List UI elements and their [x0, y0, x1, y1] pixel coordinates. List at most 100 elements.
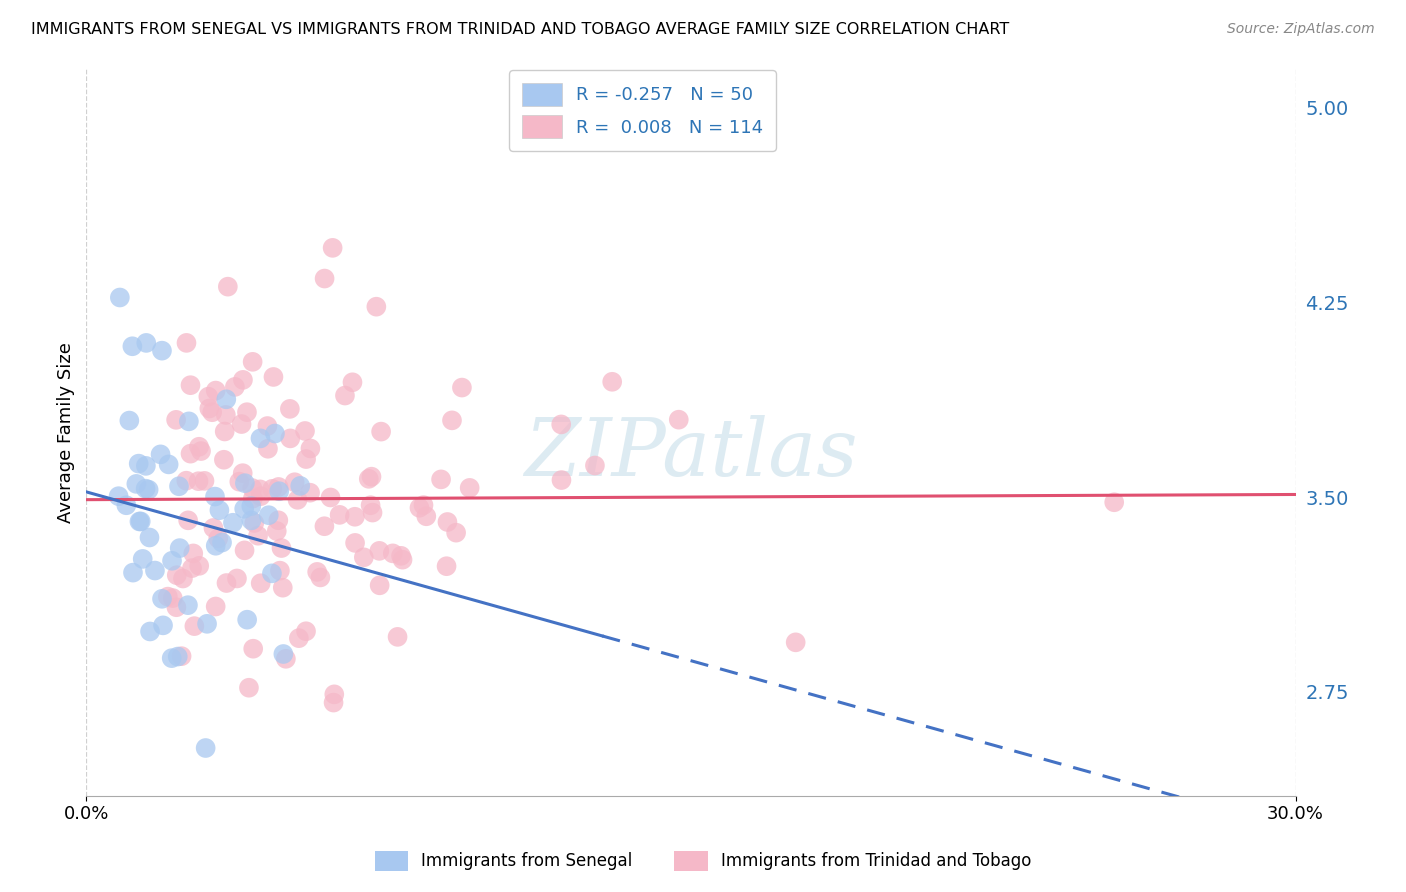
Point [138, 483, 160, 497]
Point [149, 447, 172, 461]
Text: ZIPatlas: ZIPatlas [524, 415, 858, 492]
Point [236, 613, 259, 627]
Legend: R = -0.257   N = 50, R =  0.008   N = 114: R = -0.257 N = 50, R = 0.008 N = 114 [509, 70, 776, 151]
Point [204, 539, 226, 553]
Point [160, 651, 183, 665]
Point [152, 618, 174, 632]
Point [287, 492, 309, 507]
Point [157, 458, 180, 472]
Point [266, 524, 288, 538]
Point [353, 550, 375, 565]
Point [256, 419, 278, 434]
Point [215, 408, 238, 422]
Point [174, 474, 197, 488]
Point [299, 442, 322, 456]
Point [187, 474, 209, 488]
Y-axis label: Average Family Size: Average Family Size [58, 342, 75, 523]
Point [243, 516, 266, 530]
Point [240, 481, 263, 495]
Point [270, 541, 292, 555]
Point [135, 458, 157, 473]
Point [600, 375, 623, 389]
Point [212, 452, 235, 467]
Point [226, 571, 249, 585]
Point [166, 568, 188, 582]
Point [128, 457, 150, 471]
Point [204, 490, 226, 504]
Point [207, 532, 229, 546]
Point [249, 483, 271, 497]
Point [264, 426, 287, 441]
Point [583, 458, 606, 473]
Point [368, 578, 391, 592]
Point [202, 521, 225, 535]
Point [249, 431, 271, 445]
Point [194, 741, 217, 756]
Point [550, 473, 572, 487]
Point [242, 355, 264, 369]
Point [222, 516, 245, 530]
Point [208, 503, 231, 517]
Point [668, 412, 690, 426]
Point [162, 591, 184, 605]
Point [139, 624, 162, 639]
Point [785, 635, 807, 649]
Point [267, 480, 290, 494]
Point [329, 508, 352, 522]
Point [232, 373, 254, 387]
Point [236, 405, 259, 419]
Point [121, 339, 143, 353]
Point [214, 425, 236, 439]
Point [368, 544, 391, 558]
Text: Source: ZipAtlas.com: Source: ZipAtlas.com [1227, 22, 1375, 37]
Point [181, 561, 204, 575]
Point [257, 508, 280, 523]
Point [188, 558, 211, 573]
Point [451, 380, 474, 394]
Point [357, 472, 380, 486]
Point [115, 498, 138, 512]
Point [408, 500, 430, 515]
Point [430, 472, 453, 486]
Point [143, 564, 166, 578]
Point [108, 291, 131, 305]
Point [436, 559, 458, 574]
Point [176, 335, 198, 350]
Point [156, 590, 179, 604]
Point [412, 498, 434, 512]
Point [309, 570, 332, 584]
Point [169, 541, 191, 555]
Point [122, 566, 145, 580]
Point [440, 413, 463, 427]
Point [179, 447, 201, 461]
Point [172, 572, 194, 586]
Point [288, 631, 311, 645]
Point [290, 479, 312, 493]
Point [550, 417, 572, 432]
Point [247, 529, 270, 543]
Point [436, 515, 458, 529]
Point [271, 581, 294, 595]
Point [217, 279, 239, 293]
Point [295, 452, 318, 467]
Point [150, 343, 173, 358]
Point [387, 630, 409, 644]
Point [238, 681, 260, 695]
Point [284, 475, 307, 490]
Point [138, 531, 160, 545]
Point [274, 652, 297, 666]
Point [319, 491, 342, 505]
Point [262, 482, 284, 496]
Point [269, 564, 291, 578]
Point [118, 413, 141, 427]
Point [232, 466, 254, 480]
Point [242, 641, 264, 656]
Point [183, 619, 205, 633]
Point [231, 417, 253, 431]
Point [125, 476, 148, 491]
Point [343, 509, 366, 524]
Point [135, 335, 157, 350]
Point [107, 489, 129, 503]
Point [179, 378, 201, 392]
Point [195, 616, 218, 631]
